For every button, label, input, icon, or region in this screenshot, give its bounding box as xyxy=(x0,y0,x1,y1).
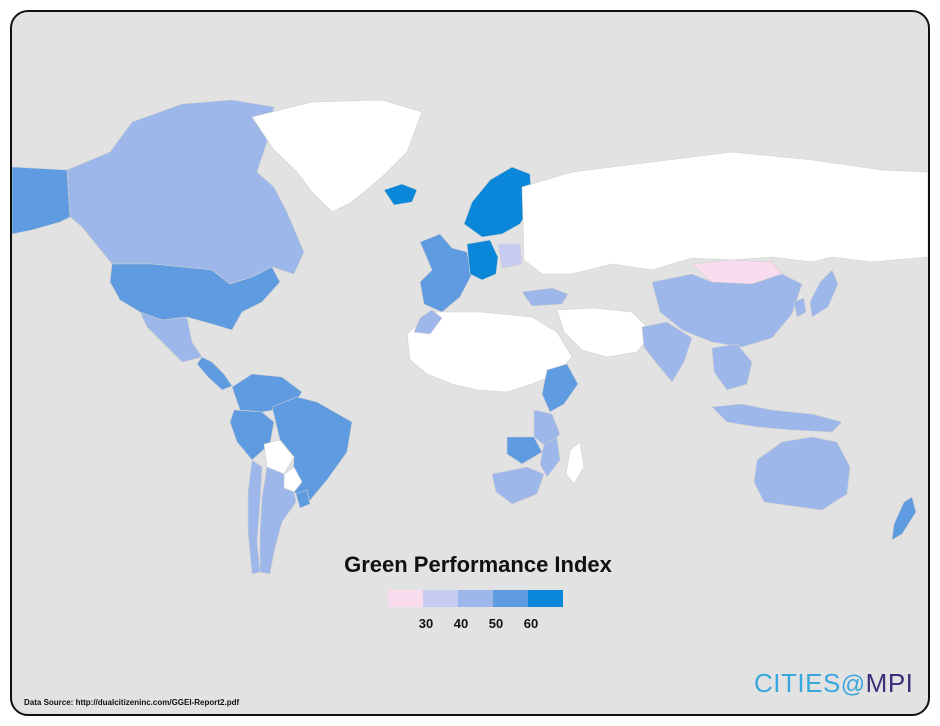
data-source-note: Data Source: http://dualcitizeninc.com/G… xyxy=(24,698,240,707)
logo-part-1: CITIES xyxy=(754,668,841,698)
region-bolivia xyxy=(263,439,295,475)
region-madagascar xyxy=(565,441,585,485)
region-middle-east xyxy=(556,307,653,358)
region-uruguay xyxy=(295,489,311,509)
region-poland xyxy=(497,243,523,269)
logo-part-2: MPI xyxy=(865,668,914,698)
region-western-europe xyxy=(419,233,473,313)
region-india xyxy=(641,321,693,383)
region-chile xyxy=(247,459,263,575)
map-frame: Green Performance Index 30 40 50 60 Data… xyxy=(10,10,930,716)
region-central-america xyxy=(196,356,233,391)
region-japan xyxy=(809,269,839,318)
region-zambia xyxy=(506,436,543,465)
region-south-korea xyxy=(793,297,807,318)
legend-swatch xyxy=(388,590,423,607)
region-north-africa xyxy=(406,311,573,393)
region-china xyxy=(651,273,803,348)
cities-mpi-logo: CITIES@MPI xyxy=(754,668,913,699)
region-southeast-asia xyxy=(711,343,753,391)
region-russia xyxy=(521,151,928,275)
legend-swatch xyxy=(423,590,458,607)
region-mozambique xyxy=(539,437,561,478)
region-south-africa xyxy=(491,466,545,505)
region-ethiopia-kenya xyxy=(541,363,579,413)
region-new-zealand xyxy=(891,496,917,541)
region-united-states xyxy=(109,263,281,331)
region-iceland xyxy=(383,183,418,206)
region-greenland xyxy=(251,99,423,213)
legend-tick: 60 xyxy=(523,616,539,631)
region-mexico xyxy=(139,311,203,363)
region-peru xyxy=(229,409,275,461)
world-map xyxy=(12,99,928,575)
legend-swatch xyxy=(528,590,563,607)
region-nordic-countries xyxy=(463,166,533,238)
legend-tick: 50 xyxy=(488,616,504,631)
map-title: Green Performance Index xyxy=(344,552,612,577)
legend-swatch xyxy=(458,590,493,607)
region-morocco xyxy=(413,309,443,335)
legend xyxy=(388,590,563,607)
legend-swatch xyxy=(493,590,528,607)
logo-at: @ xyxy=(840,671,866,698)
region-turkey xyxy=(521,287,569,307)
region-australia xyxy=(753,436,851,511)
region-argentina xyxy=(259,466,297,575)
region-indonesia xyxy=(711,403,843,433)
legend-tick: 40 xyxy=(453,616,469,631)
region-alaska xyxy=(12,166,71,235)
region-germany-switzerland xyxy=(466,239,499,281)
legend-tick: 30 xyxy=(418,616,434,631)
